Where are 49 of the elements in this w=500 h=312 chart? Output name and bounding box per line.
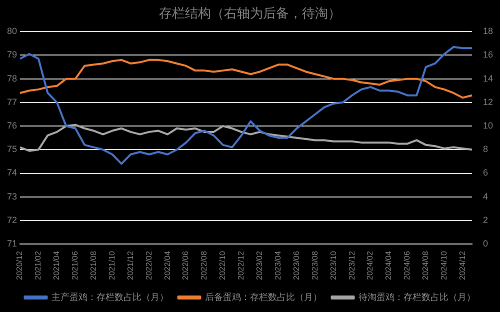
- x-tick-label: 2023/10: [328, 250, 338, 280]
- x-tick-label: 2024/10: [440, 250, 449, 280]
- y-tick-label: 78: [6, 73, 18, 84]
- y-tick-label: 73: [6, 191, 18, 202]
- chart-title: 存栏结构（右轴为后备，待淘）: [159, 5, 341, 20]
- x-tick-label: 2021/12: [126, 250, 135, 280]
- x-tick-label: 2024/04: [384, 250, 394, 280]
- x-tick-label: 2021/04: [52, 250, 62, 280]
- x-tick-label: 2023/08: [310, 250, 320, 280]
- x-tick-label: 2021/10: [107, 250, 116, 280]
- y-tick-label: 72: [6, 214, 18, 225]
- y-tick-label: 75: [6, 144, 18, 154]
- x-tick-label: 2022/08: [200, 250, 209, 280]
- y2-tick-label: 6: [482, 168, 488, 178]
- x-tick-label: 2024/08: [421, 250, 430, 280]
- y-tick-label: 71: [6, 238, 18, 249]
- x-tick-label: 2020/12: [15, 250, 24, 280]
- y2-tick-label: 8: [482, 144, 488, 154]
- x-tick-label: 2022/04: [162, 250, 172, 280]
- x-tick-label: 2023/06: [292, 250, 301, 280]
- y-tick-label: 77: [6, 96, 18, 107]
- y2-tick-label: 4: [482, 191, 488, 202]
- y2-tick-label: 10: [482, 120, 494, 131]
- legend-label: 主产蛋鸡：存栏数占比（月）: [51, 292, 168, 302]
- x-tick-label: 2022/12: [236, 250, 246, 280]
- x-tick-label: 2021/06: [70, 250, 80, 280]
- legend-label: 后备蛋鸡：存栏数占比（月）: [204, 292, 322, 302]
- x-tick-label: 2021/08: [89, 250, 98, 280]
- x-tick-label: 2022/06: [181, 250, 190, 280]
- x-tick-label: 2022/10: [218, 250, 228, 280]
- legend-label: 待淘蛋鸡：存栏数占比（月）: [358, 292, 476, 302]
- y-tick-label: 79: [6, 50, 18, 60]
- y-tick-label: 76: [6, 120, 18, 131]
- x-tick-label: 2023/04: [273, 250, 282, 280]
- x-tick-label: 2022/02: [144, 250, 154, 280]
- x-tick-label: 2021/02: [34, 250, 43, 280]
- x-tick-label: 2024/02: [366, 250, 375, 280]
- y2-tick-label: 16: [482, 50, 494, 60]
- x-tick-label: 2024/12: [458, 250, 467, 280]
- y-tick-label: 80: [6, 26, 18, 36]
- y2-tick-label: 12: [482, 96, 494, 107]
- y2-tick-label: 14: [482, 73, 494, 84]
- x-tick-label: 2023/02: [255, 250, 264, 280]
- y2-tick-label: 2: [482, 214, 488, 225]
- x-tick-label: 2023/12: [347, 250, 356, 280]
- y-tick-label: 74: [6, 168, 18, 178]
- x-tick-label: 2024/06: [402, 250, 412, 280]
- y2-tick-label: 18: [482, 26, 494, 36]
- y2-tick-label: 0: [482, 238, 488, 249]
